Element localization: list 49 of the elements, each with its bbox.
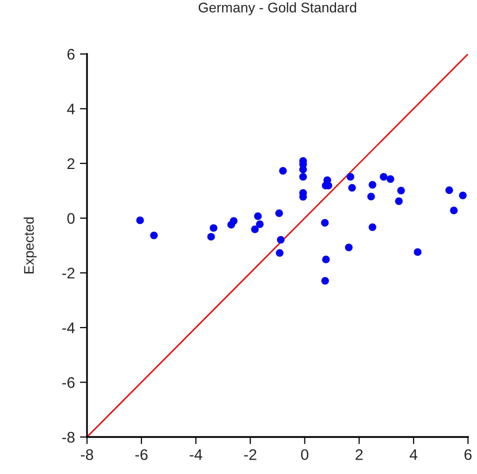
x-tick-label: 6 xyxy=(464,449,472,460)
x-tick-label: -6 xyxy=(135,449,148,460)
point xyxy=(276,236,285,244)
y-tick-label: 0 xyxy=(67,213,75,224)
y-axis-title: Expected xyxy=(24,217,37,274)
x-tick-label: -4 xyxy=(190,449,202,460)
point xyxy=(256,220,264,228)
point xyxy=(251,226,259,234)
point xyxy=(386,175,394,183)
x-tick-label: 2 xyxy=(356,449,363,460)
point xyxy=(230,217,238,225)
y-tick-label: -6 xyxy=(62,377,75,388)
x-tick-label: -2 xyxy=(244,449,256,460)
point xyxy=(450,206,458,214)
point xyxy=(321,276,329,285)
point xyxy=(210,224,218,232)
y-tick-label: 2 xyxy=(67,158,74,169)
point xyxy=(136,216,144,224)
point xyxy=(322,256,330,264)
point xyxy=(346,173,354,181)
chart-title: Germany - Gold Standard xyxy=(198,2,356,16)
y-tick-label: 6 xyxy=(67,48,75,60)
point xyxy=(414,248,422,256)
y-tick-label: 4 xyxy=(67,104,75,114)
x-tick-label: 4 xyxy=(410,449,418,460)
point xyxy=(368,180,376,189)
point xyxy=(397,186,405,194)
x-tick-label: -8 xyxy=(80,449,94,460)
y-tick-label: -8 xyxy=(62,432,75,443)
point xyxy=(395,197,403,205)
y-tick-label: -2 xyxy=(62,268,74,278)
point xyxy=(275,209,283,218)
point xyxy=(150,232,158,240)
point xyxy=(445,186,454,194)
point xyxy=(276,249,284,257)
point xyxy=(348,184,356,192)
point xyxy=(380,173,388,181)
point xyxy=(459,192,467,200)
point xyxy=(254,212,262,220)
point xyxy=(321,218,329,227)
x-tick-label: 0 xyxy=(301,449,308,460)
point xyxy=(368,223,376,231)
point xyxy=(207,232,215,241)
point xyxy=(299,166,307,174)
point xyxy=(345,244,353,252)
point xyxy=(299,173,307,181)
point xyxy=(279,167,287,175)
point xyxy=(367,192,375,200)
y-tick-label: -4 xyxy=(62,322,75,334)
